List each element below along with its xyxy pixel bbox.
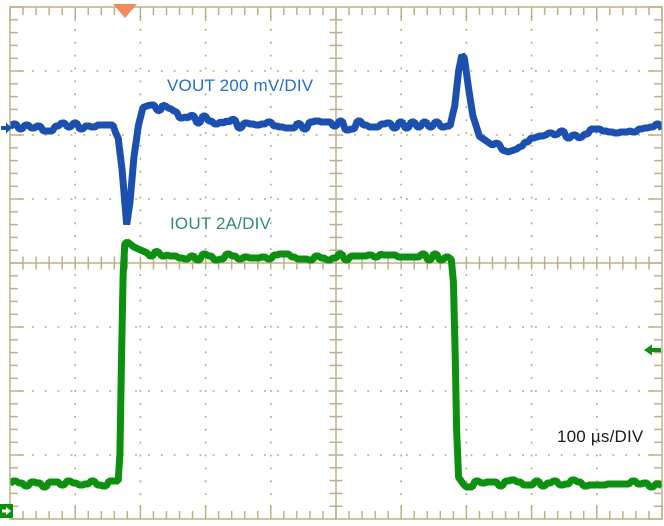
vout-scale-label: VOUT 200 mV/DIV	[167, 76, 314, 95]
iout-scale-label: IOUT 2A/DIV	[170, 214, 272, 233]
iout-marker-arrow	[644, 344, 661, 356]
iout-trace	[10, 239, 662, 491]
edge-markers	[0, 4, 661, 518]
vout-reference-arrow	[1, 122, 12, 134]
waveform-traces	[10, 52, 662, 491]
timebase-label: 100 µs/DIV	[557, 427, 644, 446]
iout-ground-badge-arrow-icon	[2, 507, 11, 515]
trigger-position-marker	[113, 4, 138, 18]
center-crosshair	[10, 7, 662, 519]
vout-trace	[10, 52, 662, 226]
